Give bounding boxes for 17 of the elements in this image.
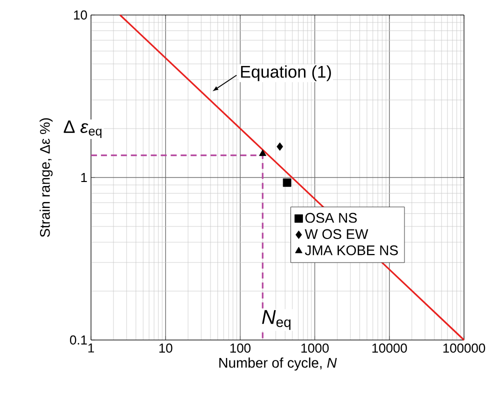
x-tick-label: 100000 <box>443 344 486 353</box>
annotation: N$_{eq}$ <box>262 310 290 330</box>
x-axis-title: Number of cycle, N <box>219 358 337 371</box>
x-tick-label: 1000 <box>301 344 329 353</box>
y-axis-title: Strain range, Δε %) <box>40 118 53 237</box>
x-tick-label: 1 <box>88 344 94 352</box>
x-tick-label: 10 <box>159 344 172 353</box>
legend-label: W OS EW <box>304 229 368 240</box>
x-tick-label: 10000 <box>372 344 407 353</box>
annotation: Equation (1) <box>241 65 331 82</box>
y-tick-label: 1 <box>81 173 87 182</box>
x-tick-label: 100 <box>230 344 251 353</box>
legend-label: JMA KOBE NS <box>304 245 398 256</box>
y-tick-label: 10 <box>74 10 87 20</box>
legend-label: OSA NS <box>305 212 357 223</box>
annotation: Δ ε$_{eq}$ <box>64 120 102 138</box>
y-tick-label: 0.1 <box>70 335 87 345</box>
